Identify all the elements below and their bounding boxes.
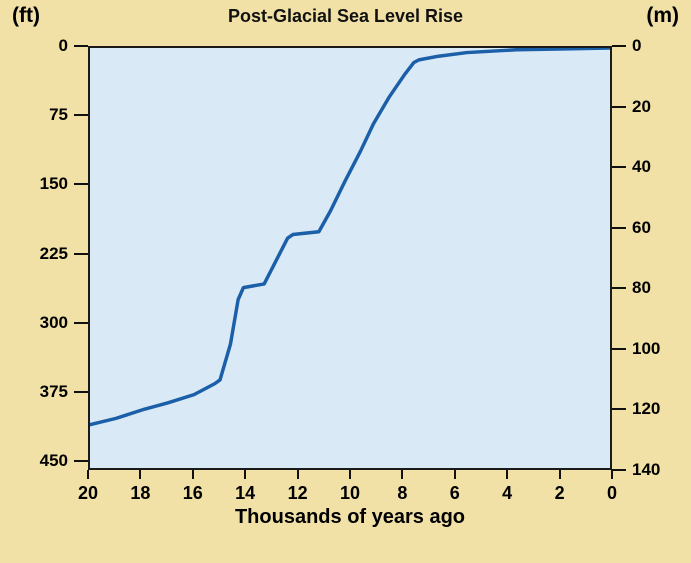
x-axis-label: Thousands of years ago bbox=[234, 506, 466, 528]
x-axis-tick bbox=[558, 470, 561, 479]
x-axis-tick-label: 2 bbox=[554, 483, 565, 503]
sea-level-line bbox=[90, 48, 610, 427]
left-axis-tick bbox=[74, 114, 88, 117]
left-axis-tick bbox=[74, 460, 88, 463]
left-axis-tick bbox=[74, 252, 88, 255]
right-axis-tick bbox=[612, 105, 626, 108]
x-axis-tick bbox=[244, 470, 247, 479]
x-axis-tick bbox=[87, 470, 89, 479]
x-axis-tick-label: 14 bbox=[235, 483, 256, 503]
x-axis-tick bbox=[191, 470, 194, 479]
left-axis-tick-label: 375 bbox=[39, 382, 68, 402]
right-axis-tick bbox=[612, 45, 626, 47]
left-axis-tick-label: 300 bbox=[39, 312, 68, 332]
right-axis-tick-label: 60 bbox=[632, 217, 651, 237]
left-axis-tick-label: 75 bbox=[49, 105, 68, 125]
left-axis-tick bbox=[74, 45, 88, 47]
right-axis-tick bbox=[612, 287, 626, 290]
x-axis-tick bbox=[401, 470, 404, 479]
right-axis-tick bbox=[612, 166, 626, 169]
right-axis-tick-label: 20 bbox=[632, 96, 651, 116]
right-axis-tick bbox=[612, 226, 626, 229]
x-axis-tick bbox=[611, 470, 613, 479]
left-axis-tick bbox=[74, 391, 88, 394]
x-axis-tick-label: 0 bbox=[606, 483, 617, 503]
x-axis-tick-label: 8 bbox=[397, 483, 408, 503]
x-axis-tick-label: 20 bbox=[77, 483, 99, 503]
right-axis-tick-label: 80 bbox=[632, 278, 651, 298]
right-axis-tick-label: 0 bbox=[632, 36, 642, 55]
x-axis-tick-label: 16 bbox=[182, 483, 203, 503]
x-axis-tick-label: 6 bbox=[449, 483, 460, 503]
left-axis-tick bbox=[74, 321, 88, 324]
x-axis-tick-label: 10 bbox=[339, 483, 361, 503]
right-axis-unit: (m) bbox=[646, 4, 679, 27]
right-axis-tick bbox=[612, 469, 626, 471]
sea-level-curve-svg bbox=[90, 48, 610, 427]
x-axis-tick bbox=[453, 470, 456, 479]
x-axis-tick-label: 18 bbox=[130, 483, 151, 503]
x-axis-tick bbox=[506, 470, 509, 479]
right-axis-tick-label: 140 bbox=[632, 460, 661, 479]
plot-area bbox=[88, 46, 612, 470]
x-axis-tick bbox=[139, 470, 142, 479]
right-axis-tick-label: 40 bbox=[632, 157, 651, 177]
right-axis-tick bbox=[612, 347, 626, 350]
left-axis-tick-label: 0 bbox=[58, 36, 68, 55]
right-axis-tick-label: 120 bbox=[632, 399, 661, 419]
right-axis-tick-label: 100 bbox=[632, 338, 661, 358]
left-axis-tick bbox=[74, 183, 88, 186]
left-axis-tick-label: 150 bbox=[39, 174, 68, 194]
right-axis-tick bbox=[612, 408, 626, 411]
x-axis-tick-label: 12 bbox=[287, 483, 308, 503]
x-axis-tick bbox=[349, 470, 351, 479]
left-axis-tick-label: 450 bbox=[39, 451, 68, 471]
left-axis-tick-label: 225 bbox=[39, 243, 68, 263]
x-axis-tick-label: 4 bbox=[502, 483, 513, 503]
x-axis-tick bbox=[296, 470, 299, 479]
left-axis-unit: (ft) bbox=[12, 4, 40, 27]
chart-title: Post-Glacial Sea Level Rise bbox=[227, 6, 464, 26]
